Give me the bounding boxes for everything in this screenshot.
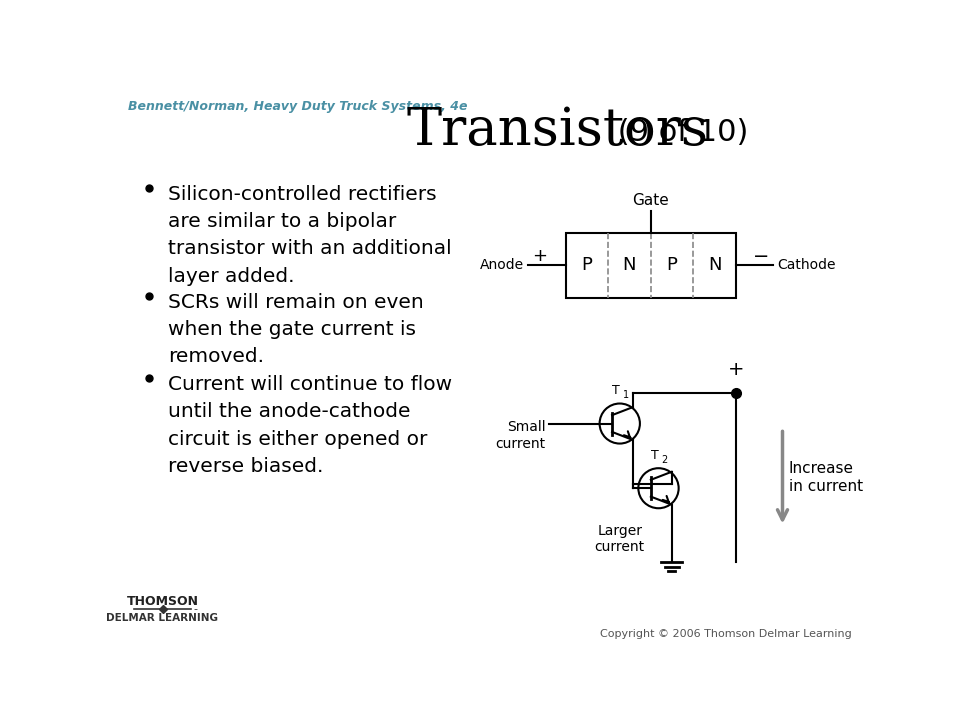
Text: +: + — [532, 247, 548, 265]
Text: Bennett/Norman, Heavy Duty Truck Systems, 4e: Bennett/Norman, Heavy Duty Truck Systems… — [128, 100, 467, 113]
Text: Increase
in current: Increase in current — [788, 462, 863, 494]
Text: +: + — [728, 360, 744, 379]
Text: P: P — [667, 256, 677, 275]
Text: SCRs will remain on even
when the gate current is
removed.: SCRs will remain on even when the gate c… — [168, 293, 424, 366]
Text: 2: 2 — [662, 455, 667, 465]
Text: Transistors: Transistors — [407, 106, 709, 157]
Text: Silicon-controlled rectifiers
are similar to a bipolar
transistor with an additi: Silicon-controlled rectifiers are simila… — [168, 185, 452, 285]
Text: T: T — [651, 449, 659, 462]
Text: -: - — [194, 604, 198, 614]
Text: Anode: Anode — [480, 258, 525, 273]
Text: P: P — [581, 256, 593, 275]
Text: N: N — [622, 256, 636, 275]
Text: −: − — [754, 247, 770, 265]
Text: Gate: Gate — [632, 193, 669, 208]
Bar — [566, 232, 736, 298]
Text: N: N — [708, 256, 721, 275]
Text: Copyright © 2006 Thomson Delmar Learning: Copyright © 2006 Thomson Delmar Learning — [600, 629, 853, 639]
Text: Current will continue to flow
until the anode-cathode
circuit is either opened o: Current will continue to flow until the … — [168, 375, 452, 476]
Text: Small
current: Small current — [495, 421, 546, 451]
Text: T: T — [612, 385, 620, 398]
Text: THOMSON: THOMSON — [127, 595, 199, 608]
Text: DELMAR LEARNING: DELMAR LEARNING — [106, 613, 219, 623]
Text: Cathode: Cathode — [777, 258, 835, 273]
Text: 1: 1 — [622, 390, 629, 400]
Text: Larger
current: Larger current — [595, 523, 644, 554]
Text: (9 of 10): (9 of 10) — [608, 118, 749, 147]
